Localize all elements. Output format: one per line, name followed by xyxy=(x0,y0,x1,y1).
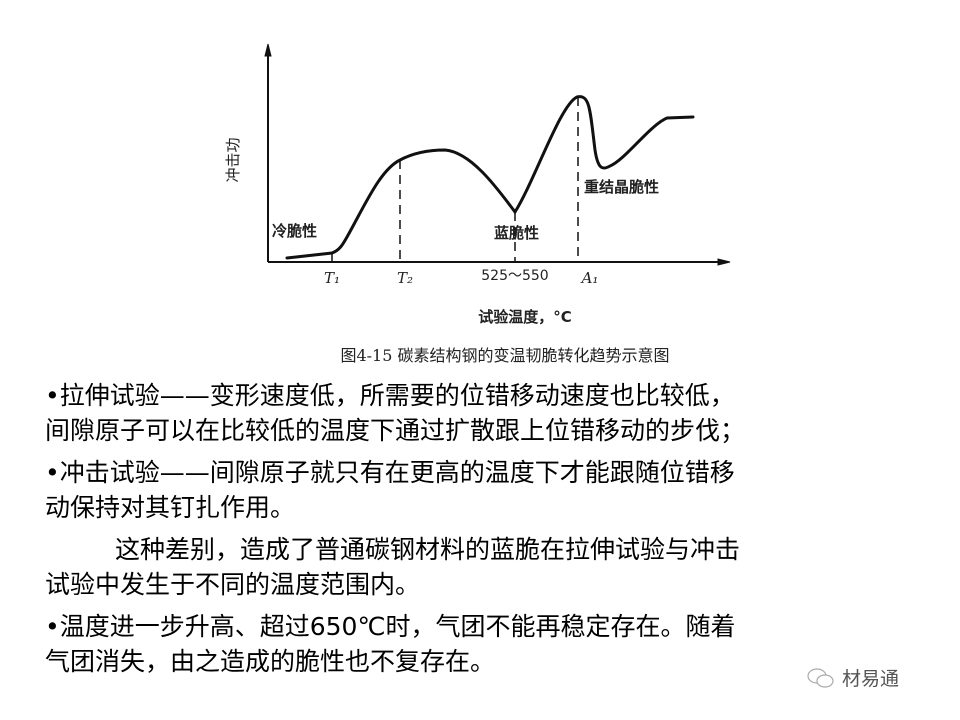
paragraph-impact: •冲击试验——间隙原子就只有在更高的温度下才能跟随位错移 动保持对其钉扎作用。 xyxy=(45,455,945,525)
text-line: 这种差别，造成了普通碳钢材料的蓝脆在拉伸试验与冲击 xyxy=(115,535,741,564)
annotation-cold-brittle: 冷脆性 xyxy=(272,222,317,240)
x-tick-t2: T₂ xyxy=(397,269,413,287)
paragraph-temperature: •温度进一步升高、超过650℃时，气团不能再稳定存在。随着 气团消失，由之造成的… xyxy=(45,609,945,679)
transition-diagram: 冲击功 冷脆性 蓝脆性 重结晶脆性 T₁ T₂ 525～550 A₁ 试验温度，… xyxy=(224,43,731,326)
y-axis-label: 冲击功 xyxy=(224,137,242,182)
impact-energy-curve xyxy=(285,95,695,260)
y-axis-arrow xyxy=(264,43,272,57)
x-tick-a1: A₁ xyxy=(580,269,599,287)
x-axis-label: 试验温度，°C xyxy=(478,308,572,326)
text-line: 动保持对其钉扎作用。 xyxy=(45,493,296,522)
annotation-blue-brittle: 蓝脆性 xyxy=(494,224,539,242)
paragraph-tensile: •拉伸试验——变形速度低，所需要的位错移动速度也比较低， 间隙原子可以在比较低的… xyxy=(45,378,945,448)
annotation-recrystallization-brittle: 重结晶脆性 xyxy=(584,178,659,196)
x-tick-t1: T₁ xyxy=(324,269,340,287)
wechat-icon xyxy=(807,667,834,688)
text-line: •冲击试验——间隙原子就只有在更高的温度下才能跟随位错移 xyxy=(45,458,735,487)
text-line: •温度进一步升高、超过650℃时，气团不能再稳定存在。随着 xyxy=(45,612,736,641)
slide-body: •拉伸试验——变形速度低，所需要的位错移动速度也比较低， 间隙原子可以在比较低的… xyxy=(45,378,945,686)
x-tick-525-550: 525～550 xyxy=(481,268,548,284)
text-line: 试验中发生于不同的温度范围内。 xyxy=(45,570,421,599)
text-line: 气团消失，由之造成的脆性也不复存在。 xyxy=(45,647,496,676)
text-line: 间隙原子可以在比较低的温度下通过扩散跟上位错移动的步伐； xyxy=(45,416,746,445)
paragraph-difference: 这种差别，造成了普通碳钢材料的蓝脆在拉伸试验与冲击 试验中发生于不同的温度范围内… xyxy=(45,532,945,602)
figure-caption: 图4-15 碳素结构钢的变温韧脆转化趋势示意图 xyxy=(340,346,670,365)
watermark: 材易通 xyxy=(806,664,899,691)
x-axis-arrow xyxy=(717,258,731,266)
text-line: •拉伸试验——变形速度低，所需要的位错移动速度也比较低， xyxy=(45,381,735,410)
watermark-label: 材易通 xyxy=(842,668,900,690)
